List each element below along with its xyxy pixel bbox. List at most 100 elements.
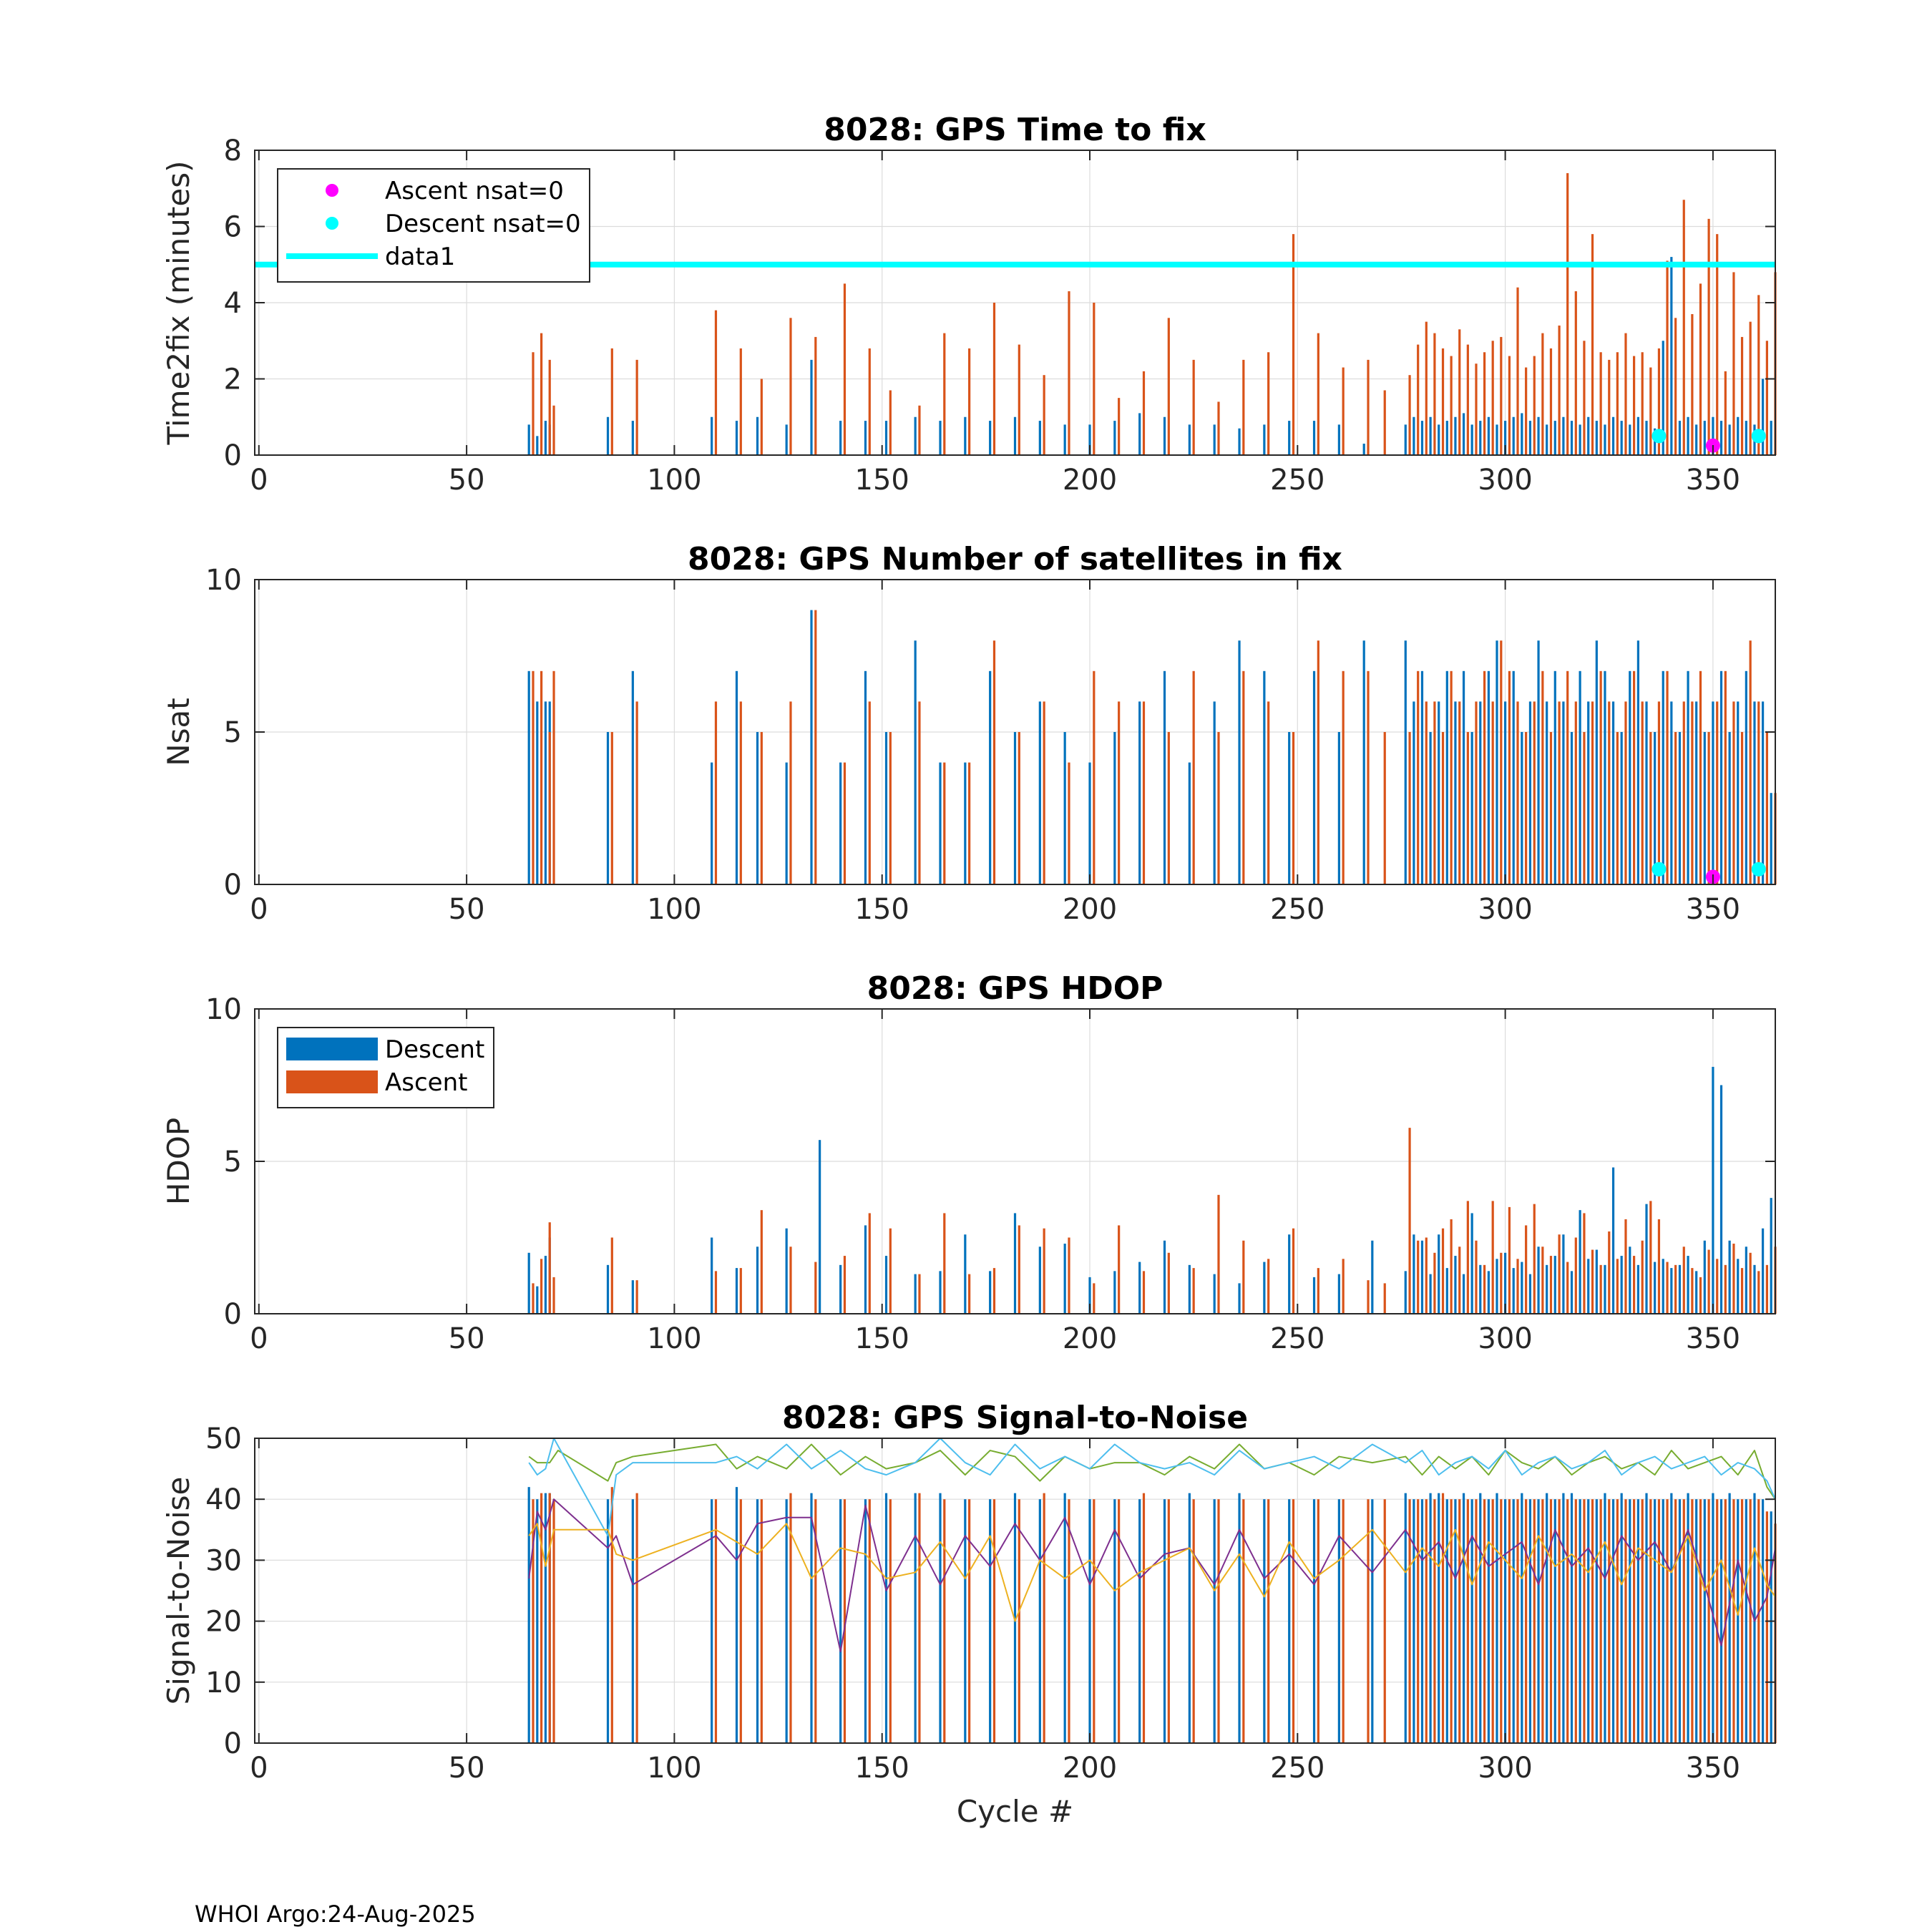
bar-descent — [1362, 444, 1365, 455]
bar-descent — [1188, 424, 1191, 455]
bar-ascent — [1624, 1219, 1627, 1314]
bar-descent — [1163, 670, 1166, 884]
bar-descent — [1670, 1268, 1673, 1314]
bar-ascent — [1491, 701, 1494, 884]
bar-ascent — [1118, 1225, 1121, 1314]
bar-descent — [1579, 1210, 1581, 1314]
bar-descent — [527, 1487, 530, 1743]
bar-ascent — [1549, 1499, 1553, 1743]
bar-ascent — [1093, 670, 1096, 884]
bar-ascent — [1740, 336, 1744, 455]
bar-ascent — [1574, 1237, 1577, 1314]
bar-ascent — [1541, 1499, 1544, 1743]
bar-descent — [1670, 257, 1673, 455]
bar-descent — [1088, 1499, 1091, 1743]
bar-descent — [1546, 1493, 1548, 1743]
bar-descent — [1312, 670, 1316, 884]
bar-descent — [756, 732, 759, 884]
bar-ascent — [968, 348, 971, 455]
bar-ascent — [1740, 732, 1744, 884]
bar-descent — [1645, 1204, 1648, 1314]
snr-line-yellow — [528, 1523, 1776, 1622]
bar-descent — [1213, 1274, 1216, 1314]
bar-ascent — [532, 670, 535, 884]
bar-ascent — [760, 1210, 763, 1314]
x-tick-label: 350 — [1686, 893, 1740, 926]
bar-ascent — [610, 732, 613, 884]
bar-ascent — [1242, 1240, 1245, 1314]
bar-ascent — [1583, 1499, 1586, 1743]
bar-ascent — [1491, 1201, 1494, 1314]
bar-ascent — [1516, 1499, 1519, 1743]
bar-descent — [1163, 416, 1166, 455]
bar-ascent — [1508, 1206, 1511, 1314]
bar-descent — [1138, 1499, 1141, 1743]
bar-descent — [1238, 640, 1241, 884]
bar-ascent — [1541, 1246, 1544, 1314]
bar-descent — [1712, 416, 1714, 455]
bar-ascent — [1574, 291, 1577, 455]
bar-ascent — [1716, 1259, 1719, 1314]
bar-descent — [1761, 701, 1765, 884]
bar-descent — [631, 670, 634, 884]
bar-ascent — [1549, 1256, 1553, 1314]
bar-descent — [1670, 1493, 1673, 1743]
bar-descent — [1445, 421, 1448, 455]
bar-descent — [1611, 416, 1615, 455]
bar-ascent — [1632, 1256, 1636, 1314]
bar-descent — [1546, 424, 1548, 455]
bar-ascent — [1483, 352, 1486, 455]
bar-descent — [606, 1499, 610, 1743]
bar-descent — [1761, 1228, 1765, 1314]
bar-ascent — [1408, 1128, 1411, 1314]
bar-ascent — [1533, 1499, 1536, 1743]
bar-ascent — [1267, 701, 1270, 884]
bar-descent — [1013, 1213, 1017, 1314]
y-tick-label: 6 — [224, 211, 242, 244]
bar-ascent — [1508, 1499, 1511, 1743]
bar-descent — [1521, 1262, 1523, 1314]
bar-descent — [1745, 1499, 1747, 1743]
bar-ascent — [1674, 1264, 1677, 1314]
bar-ascent — [868, 701, 871, 884]
bar-ascent — [1740, 1268, 1744, 1314]
bar-descent — [989, 421, 992, 455]
bar-descent — [1504, 701, 1507, 884]
bar-ascent — [1682, 1246, 1685, 1314]
bar-ascent — [1068, 1499, 1070, 1743]
bar-ascent — [1616, 732, 1619, 884]
bar-ascent — [1118, 1499, 1121, 1743]
bar-descent — [1479, 1264, 1482, 1314]
bar-ascent — [943, 762, 946, 884]
x-tick-label: 50 — [449, 893, 485, 926]
bar-descent — [1288, 421, 1291, 455]
bar-ascent — [1757, 1499, 1760, 1743]
bar-ascent — [1342, 1499, 1345, 1743]
bar-ascent — [532, 352, 535, 455]
bar-ascent — [532, 1283, 535, 1314]
bar-descent — [1546, 1264, 1548, 1314]
bar-ascent — [1425, 321, 1428, 455]
bar-descent — [1371, 1499, 1374, 1743]
descent-nsat0-marker — [1652, 862, 1667, 877]
bar-ascent — [1682, 1499, 1685, 1743]
bar-ascent — [1657, 1219, 1661, 1314]
bar-ascent — [1367, 1499, 1370, 1743]
bar-ascent — [739, 1499, 742, 1743]
bar-ascent — [1765, 341, 1768, 455]
bar-ascent — [1242, 1499, 1245, 1743]
bar-ascent — [1666, 670, 1669, 884]
bar-descent — [1263, 670, 1266, 884]
bar-descent — [711, 416, 713, 455]
bar-descent — [1620, 732, 1623, 884]
bar-ascent — [1566, 172, 1569, 455]
descent-nsat0-marker — [1751, 429, 1766, 444]
bar-descent — [864, 1499, 867, 1743]
bar-ascent — [1649, 732, 1652, 884]
x-axis-label: Cycle # — [957, 1794, 1073, 1829]
bar-descent — [1728, 424, 1731, 455]
bar-descent — [1712, 701, 1714, 884]
bar-ascent — [1624, 333, 1627, 455]
bar-descent — [864, 670, 867, 884]
bar-ascent — [868, 1499, 871, 1743]
